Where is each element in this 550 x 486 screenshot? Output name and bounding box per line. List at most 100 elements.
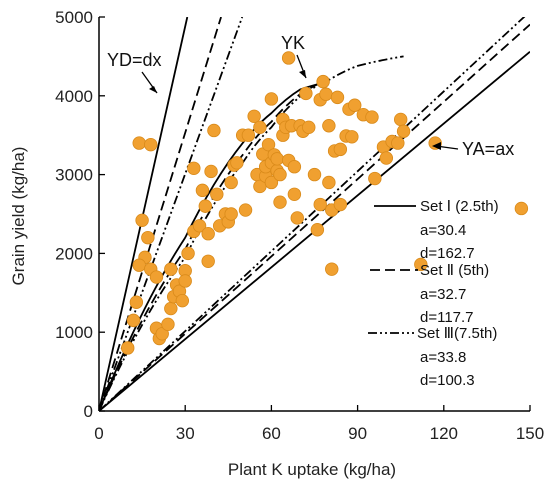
annotation-yk-arrowhead [299, 70, 306, 78]
data-point [270, 152, 284, 166]
data-point [396, 124, 411, 138]
data-point [135, 213, 149, 228]
legend-param-a-set3: a=33.8 [420, 349, 466, 366]
data-point [368, 171, 382, 186]
data-point [144, 137, 158, 152]
data-point [129, 295, 144, 309]
legend-param-a-set1: a=30.4 [420, 222, 466, 239]
y-tick-label: 2000 [55, 244, 93, 263]
legend-param-d-set2: d=117.7 [420, 309, 474, 326]
data-point [310, 223, 325, 237]
data-point [391, 136, 405, 150]
legend: Set Ⅰ (2.5th) a=30.4 d=162.7 Set Ⅱ (5th)… [368, 198, 499, 389]
annotation-yd-arrowhead [149, 86, 157, 93]
data-point [224, 207, 238, 221]
data-point [281, 51, 296, 65]
data-point [224, 175, 238, 190]
data-point [201, 254, 215, 268]
data-point [273, 195, 287, 209]
data-point [198, 199, 213, 213]
data-point [175, 293, 190, 308]
data-point [253, 120, 267, 135]
data-point [149, 270, 164, 284]
annotation-yk: YK [281, 33, 305, 53]
data-point [290, 211, 304, 225]
data-point [192, 219, 207, 233]
data-point [414, 257, 428, 272]
data-point [261, 137, 276, 152]
data-point [319, 87, 333, 101]
data-point [164, 262, 178, 276]
data-point [333, 142, 348, 157]
annotation-yd: YD=dx [107, 50, 162, 70]
y-axis-title: Grain yield (kg/ha) [9, 147, 28, 286]
x-axis-title: Plant K uptake (kg/ha) [228, 460, 396, 479]
legend-label-set2: Set Ⅱ (5th) [420, 262, 489, 279]
data-point [313, 197, 327, 212]
data-point [325, 262, 339, 276]
data-point [264, 175, 279, 190]
data-point [207, 123, 221, 138]
y-tick-label: 3000 [55, 166, 93, 185]
x-tick-label: 0 [94, 424, 103, 443]
x-tick-label: 150 [516, 424, 544, 443]
data-point [302, 120, 316, 135]
y-tick-label: 1000 [55, 323, 93, 342]
dilution-line-set2 [99, 17, 222, 411]
y-tick-label: 0 [84, 402, 93, 421]
data-point [178, 274, 192, 288]
data-point [299, 86, 313, 101]
data-point [187, 161, 201, 175]
data-point [230, 156, 244, 170]
data-point [514, 201, 529, 216]
data-point [164, 301, 178, 316]
data-point [273, 167, 287, 182]
data-point [379, 151, 394, 165]
data-point [394, 112, 408, 127]
axis-ticks: 0 30 60 90 120 150 0 1000 2000 3000 4000 5000 [55, 8, 544, 443]
data-point [195, 183, 210, 198]
data-point [322, 119, 336, 133]
data-point [264, 92, 279, 106]
legend-label-set3: Set Ⅲ(7.5th) [417, 325, 497, 342]
data-point [330, 90, 345, 105]
x-tick-label: 60 [262, 424, 281, 443]
data-point [210, 187, 224, 202]
data-point [365, 110, 379, 124]
data-point [132, 136, 146, 150]
data-point [348, 98, 362, 112]
data-point [307, 167, 322, 182]
legend-label-set1: Set Ⅰ (2.5th) [420, 198, 499, 215]
y-tick-label: 5000 [55, 8, 93, 27]
yk-curve-set1 [99, 80, 330, 411]
legend-param-d-set3: d=100.3 [420, 372, 475, 389]
data-point [141, 230, 155, 245]
data-point [126, 313, 141, 328]
data-point [201, 226, 215, 241]
data-point [247, 109, 261, 123]
annotation-ya-arrowhead [432, 142, 441, 150]
x-tick-label: 120 [430, 424, 458, 443]
annotations: YD=dx YK YA=ax [107, 33, 514, 159]
x-tick-label: 30 [176, 424, 195, 443]
data-point [345, 130, 359, 144]
x-tick-label: 90 [348, 424, 367, 443]
data-point [181, 246, 195, 261]
data-point [204, 164, 218, 179]
y-tick-label: 4000 [55, 87, 93, 106]
data-point [121, 341, 135, 355]
legend-param-a-set2: a=32.7 [420, 286, 466, 303]
data-point [322, 175, 336, 190]
data-point [241, 128, 256, 142]
data-point [316, 74, 330, 89]
data-point [238, 203, 253, 217]
data-point [287, 187, 302, 202]
data-point [132, 258, 146, 272]
legend-param-d-set1: d=162.7 [420, 245, 475, 262]
annotation-ya: YA=ax [462, 139, 514, 159]
accumulation-line-set3 [99, 17, 526, 411]
accumulation-line-set2 [99, 23, 530, 411]
data-points [121, 51, 529, 355]
data-point [333, 197, 348, 212]
